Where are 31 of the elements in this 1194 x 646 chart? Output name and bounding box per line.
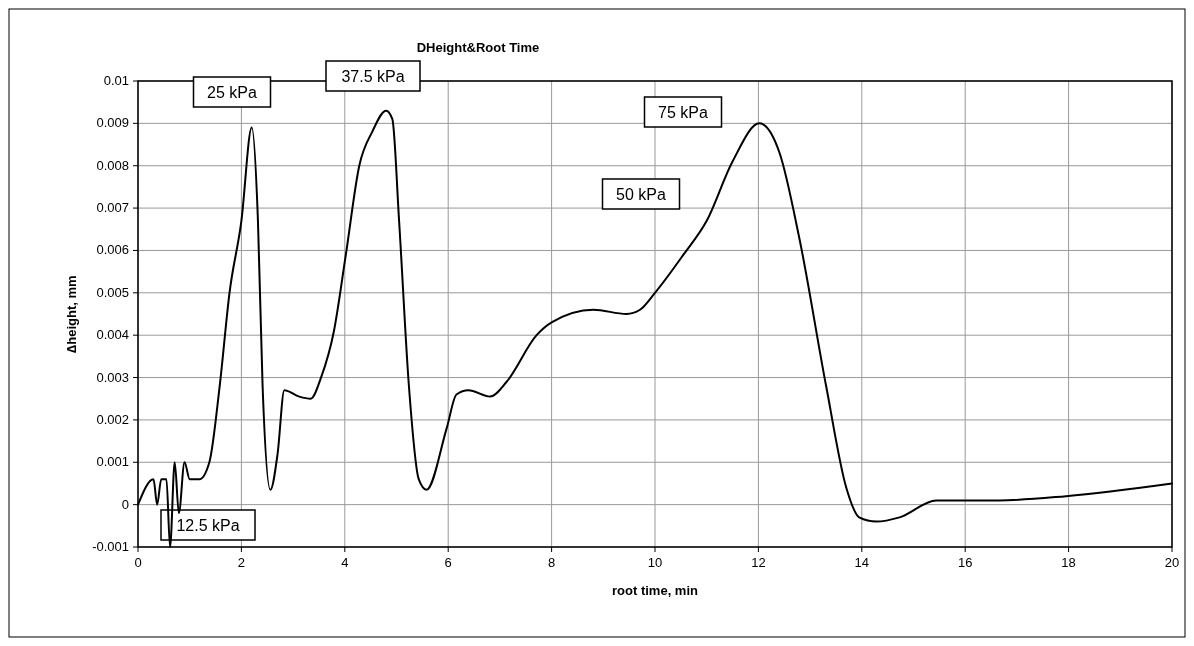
x-tick-label: 4 <box>341 555 349 570</box>
y-tick-label: 0.004 <box>96 327 129 343</box>
y-tick-label: 0 <box>121 496 129 512</box>
x-tick-label: 8 <box>547 555 556 570</box>
x-axis-title: root time, min <box>612 583 699 598</box>
x-tick-label: 14 <box>854 555 870 570</box>
y-tick-label: 0.009 <box>96 115 129 131</box>
x-tick-label: 18 <box>1061 555 1076 570</box>
y-tick-label: 0.005 <box>96 284 129 300</box>
x-tick-label: 20 <box>1164 555 1180 570</box>
y-tick-label: -0.001 <box>92 539 129 554</box>
y-tick-label: 0.001 <box>96 454 129 470</box>
y-tick-label: 0.007 <box>96 200 129 216</box>
annotation: 25 kPa <box>207 84 258 101</box>
y-tick-label: 0.01 <box>103 73 129 88</box>
y-tick-label: 0.008 <box>96 157 129 173</box>
x-tick-label: 10 <box>647 555 663 570</box>
annotation: 37.5 kPa <box>341 68 405 85</box>
y-tick-label: 0.002 <box>96 411 129 427</box>
x-tick-label: 0 <box>134 555 142 570</box>
annotation: 12.5 kPa <box>176 517 240 534</box>
annotation: 50 kPa <box>616 186 667 203</box>
x-tick-label: 12 <box>751 555 766 570</box>
x-tick-label: 16 <box>957 555 973 570</box>
x-tick-label: 2 <box>237 555 246 570</box>
y-tick-label: 0.006 <box>96 242 129 258</box>
x-tick-label: 6 <box>444 555 452 570</box>
y-tick-label: 0.003 <box>96 369 129 385</box>
chart-title: DHeight&Root Time <box>416 40 540 55</box>
annotation: 75 kPa <box>658 104 709 121</box>
y-axis-title: ∆height, mm <box>64 275 79 353</box>
